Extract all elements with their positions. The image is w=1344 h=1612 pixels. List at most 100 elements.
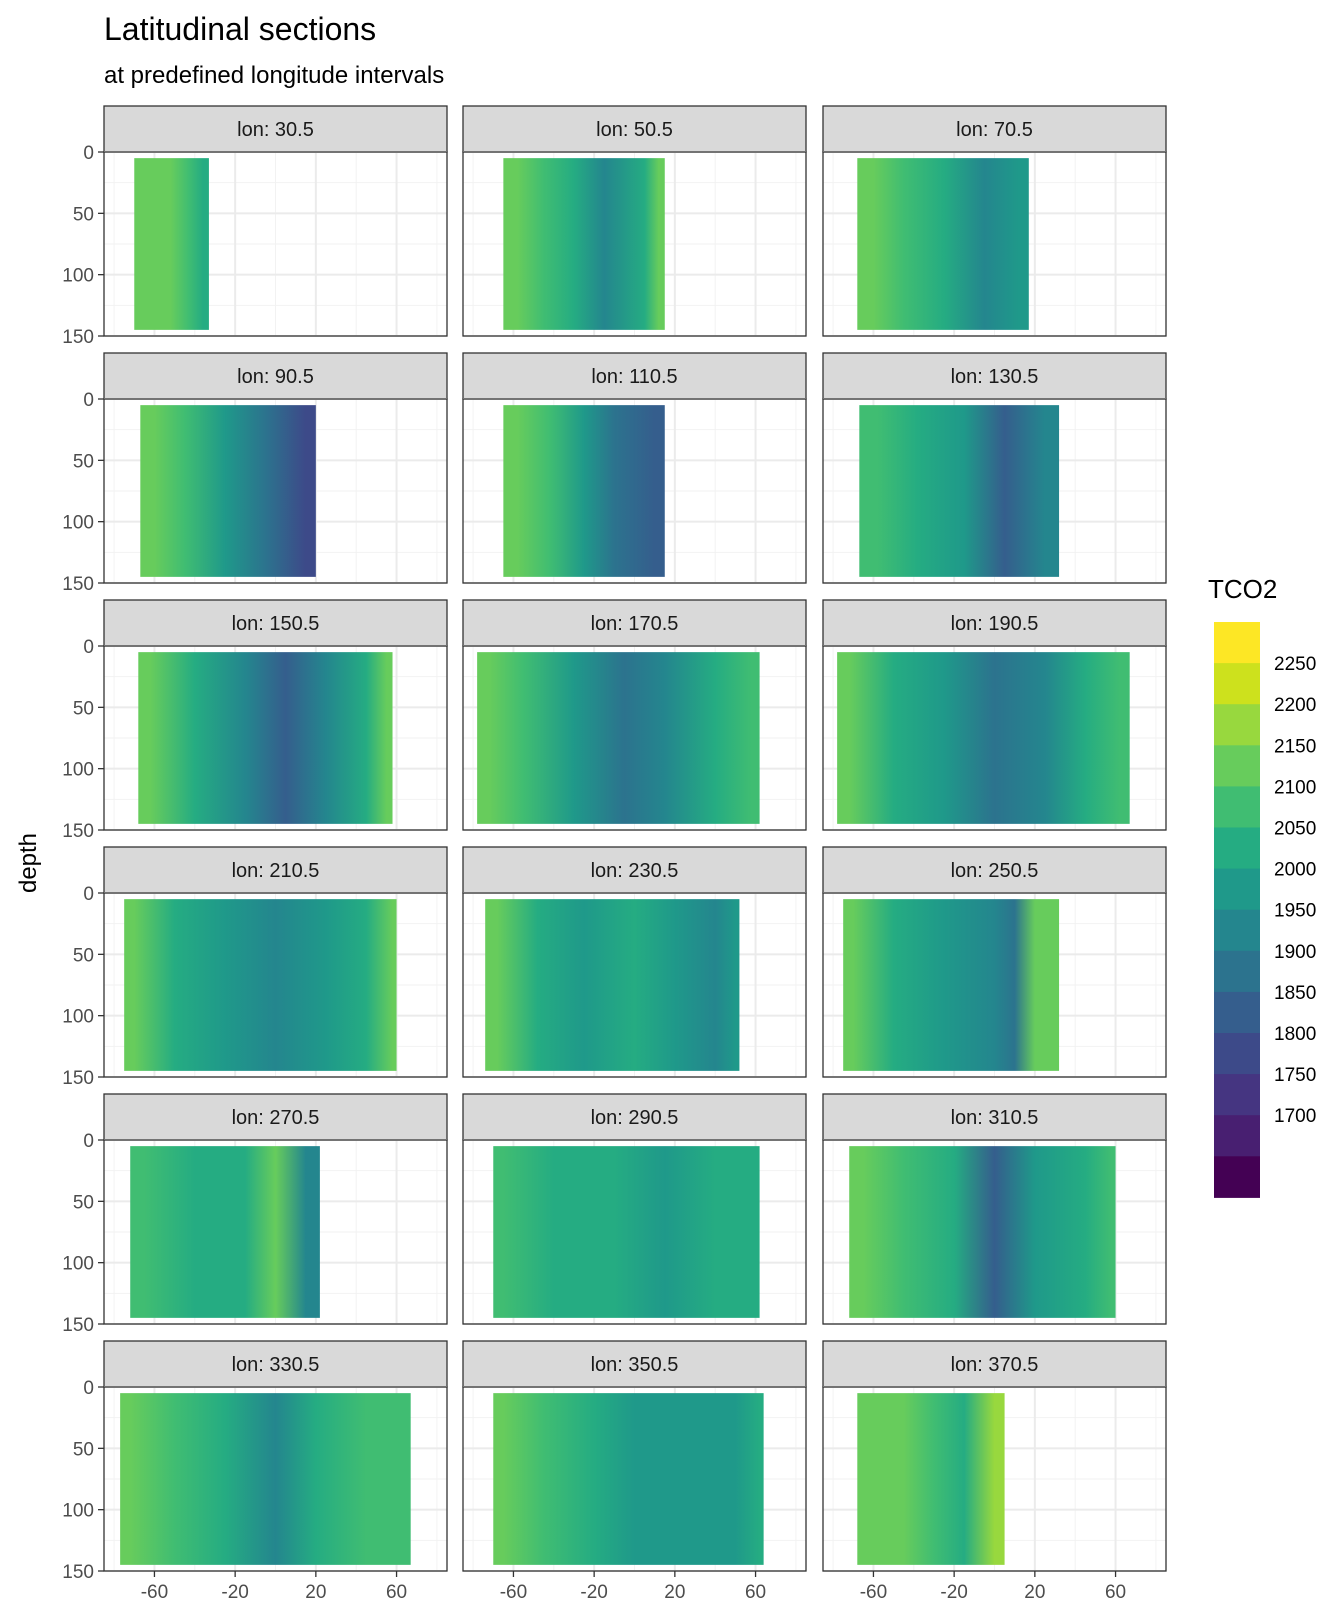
tco2-section-field xyxy=(857,1393,1005,1565)
legend-color-step xyxy=(1214,663,1260,705)
y-tick-label: 0 xyxy=(83,884,94,905)
facet-strip xyxy=(822,1340,1167,1388)
facet-panel: lon: 70.5 xyxy=(822,105,1167,337)
panel-border xyxy=(103,398,448,584)
facet-panel: lon: 250.5 xyxy=(822,846,1167,1078)
y-tick-label: 50 xyxy=(73,451,94,472)
y-tick-label: 150 xyxy=(62,327,94,348)
tco2-section-field xyxy=(138,652,393,824)
x-tick-label: 60 xyxy=(745,1582,766,1603)
tco2-section-field xyxy=(120,1393,411,1565)
legend-title: TCO2 xyxy=(1208,574,1277,604)
x-tick-label: -60 xyxy=(500,1582,527,1603)
y-axis-title: depth xyxy=(15,833,42,893)
legend-color-step xyxy=(1214,1074,1260,1116)
legend-colorbar: 2250 2200 2150 2100 2050 2000 1950 1900 1850 1800… xyxy=(1214,622,1316,1198)
legend-break-label: 1700 xyxy=(1274,1106,1316,1127)
panel-border xyxy=(462,1386,807,1572)
facet-panel: lon: 330.5 0 50 100 150 -60 -20 20 60 xyxy=(62,1340,448,1603)
facet-panel: lon: 110.5 xyxy=(462,352,807,584)
tco2-section-field xyxy=(503,158,665,330)
facet-label: lon: 350.5 xyxy=(591,1354,679,1376)
facet-panel: lon: 210.5 0 50 100 150 xyxy=(62,846,448,1089)
y-tick-label: 0 xyxy=(83,390,94,411)
y-tick-label: 50 xyxy=(73,698,94,719)
panel-border xyxy=(822,398,1167,584)
legend-break-label: 2000 xyxy=(1274,860,1316,881)
tco2-section-field xyxy=(843,899,1060,1071)
y-tick-label: 100 xyxy=(62,760,94,781)
facet-strip xyxy=(103,1340,448,1388)
tco2-section-field xyxy=(134,158,209,330)
facet-strip xyxy=(822,352,1167,400)
legend-color-step xyxy=(1214,827,1260,870)
panel-border xyxy=(103,645,448,831)
y-tick-label: 100 xyxy=(62,1501,94,1522)
y-tick-label: 50 xyxy=(73,945,94,966)
facet-strip xyxy=(822,105,1167,153)
y-tick-label: 100 xyxy=(62,513,94,534)
facet-label: lon: 370.5 xyxy=(951,1354,1039,1376)
x-tick-label: -60 xyxy=(860,1582,887,1603)
facet-strip xyxy=(103,1093,448,1141)
x-tick-label: 20 xyxy=(664,1582,685,1603)
tco2-section-field xyxy=(124,899,397,1071)
panel-border xyxy=(103,892,448,1078)
y-tick-label: 50 xyxy=(73,1192,94,1213)
tco2-section-field xyxy=(493,1393,764,1565)
facet-strip xyxy=(103,352,448,400)
x-tick-label: 60 xyxy=(1105,1582,1126,1603)
facet-label: lon: 310.5 xyxy=(951,1107,1039,1129)
facet-label: lon: 330.5 xyxy=(232,1354,320,1376)
facet-label: lon: 270.5 xyxy=(232,1107,320,1129)
panel-border xyxy=(462,151,807,337)
tco2-section-field xyxy=(857,158,1029,330)
facet-label: lon: 250.5 xyxy=(951,860,1039,882)
facet-label: lon: 70.5 xyxy=(956,119,1033,141)
facet-panel: lon: 30.5 0 50 100 150 xyxy=(62,105,448,348)
facet-label: lon: 150.5 xyxy=(232,613,320,635)
facet-panel: lon: 310.5 xyxy=(822,1093,1167,1325)
facet-label: lon: 190.5 xyxy=(951,613,1039,635)
tco2-section-field xyxy=(837,652,1130,824)
panel-border xyxy=(822,151,1167,337)
y-tick-label: 0 xyxy=(83,1378,94,1399)
panel-border xyxy=(822,1386,1167,1572)
legend-color-step xyxy=(1214,622,1260,664)
legend-break-label: 1900 xyxy=(1274,942,1316,963)
chart-subtitle: at predefined longitude intervals xyxy=(104,62,444,89)
facet-panel: lon: 130.5 xyxy=(822,352,1167,584)
y-tick-label: 0 xyxy=(83,143,94,164)
tco2-section-field xyxy=(130,1146,320,1318)
y-tick-label: 150 xyxy=(62,1562,94,1583)
panel-border xyxy=(462,398,807,584)
facet-strip xyxy=(462,599,807,647)
legend: TCO2 2250 2200 2150 2100 2050 2000 1950 1900 185… xyxy=(1208,574,1316,1198)
facet-label: lon: 130.5 xyxy=(951,366,1039,388)
y-tick-label: 100 xyxy=(62,266,94,287)
panel-border xyxy=(822,892,1167,1078)
facet-panel: lon: 50.5 xyxy=(462,105,807,337)
x-tick-label: 20 xyxy=(1024,1582,1045,1603)
legend-break-label: 2100 xyxy=(1274,777,1316,798)
y-tick-label: 50 xyxy=(73,204,94,225)
facet-strip xyxy=(462,105,807,153)
legend-color-step xyxy=(1214,909,1260,952)
x-tick-label: -20 xyxy=(221,1582,248,1603)
legend-color-step xyxy=(1214,950,1260,993)
legend-break-label: 1850 xyxy=(1274,983,1316,1004)
tco2-section-field xyxy=(140,405,316,577)
facet-strip xyxy=(103,599,448,647)
panel-border xyxy=(103,151,448,337)
facet-panel: lon: 170.5 xyxy=(462,599,807,831)
facet-label: lon: 30.5 xyxy=(237,119,314,141)
y-tick-label: 0 xyxy=(83,637,94,658)
facet-panel: lon: 230.5 xyxy=(462,846,807,1078)
facet-panel: lon: 350.5 -60 -20 20 60 xyxy=(462,1340,807,1603)
legend-color-step xyxy=(1214,745,1260,787)
facet-label: lon: 290.5 xyxy=(591,1107,679,1129)
facet-panel: lon: 90.5 0 50 100 150 xyxy=(62,352,448,595)
facet-label: lon: 110.5 xyxy=(591,366,677,388)
legend-break-label: 2050 xyxy=(1274,819,1316,840)
